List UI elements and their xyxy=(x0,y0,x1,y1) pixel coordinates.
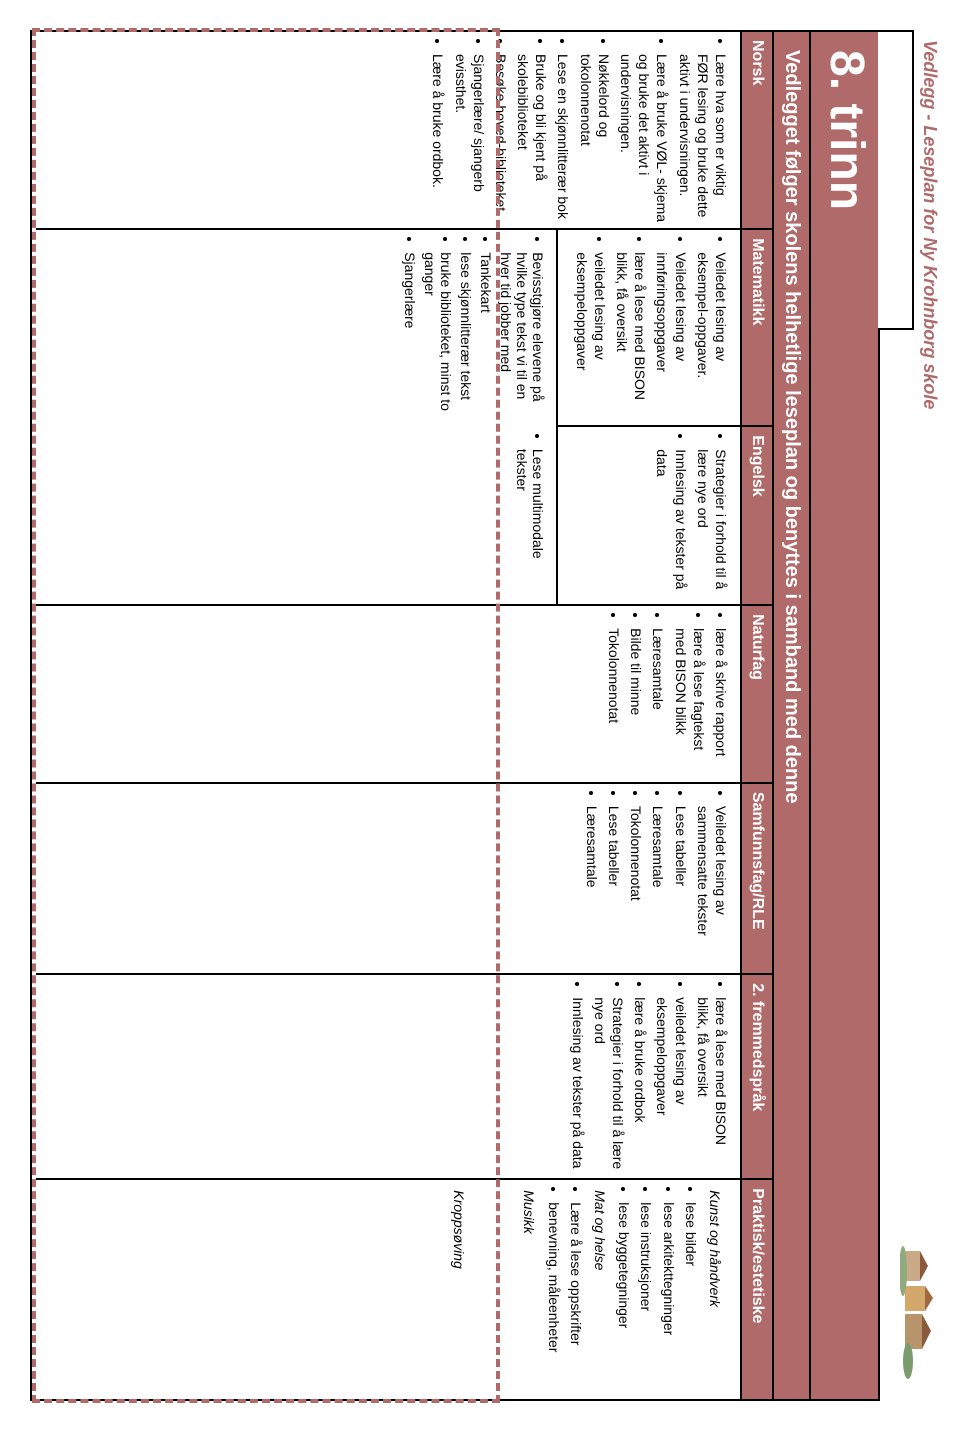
list-item: lese skjønnlitterær tekst xyxy=(459,252,475,421)
col-praktisk: Praktisk/estetiske Kunst og håndverk les… xyxy=(36,1180,772,1399)
list-item: Strategier i forhold til å lære nye ord xyxy=(591,997,627,1172)
section-heading: Musikk xyxy=(520,1190,538,1393)
list-item: Bevisstgjøre elevene på hvilke type teks… xyxy=(499,252,547,421)
list-item: Innlesing av tekster på data xyxy=(569,997,587,1172)
list-item: lære å lese fagtekst med BISON blikk xyxy=(671,628,707,776)
list-item: Tankekart xyxy=(479,252,495,421)
list-item: lese arkitekttegninger xyxy=(659,1202,677,1393)
list-item: Tokolonnenotat xyxy=(605,628,623,776)
subcol-matematikk: Matematikk Veiledet lesing av eksempel-o… xyxy=(559,230,773,427)
list-item: Lære å bruke ordbok. xyxy=(429,54,447,222)
list-item: lese instruksjoner xyxy=(637,1202,655,1393)
col-head-naturfag: Naturfag xyxy=(740,606,772,782)
page-title: 8. trinn xyxy=(811,32,878,228)
list-item: Sjangerlære/ sjangerb evissthet. xyxy=(451,54,487,222)
col-matte-engelsk-merged: Matematikk Veiledet lesing av eksempel-o… xyxy=(36,230,772,606)
list-item: benevning, måleenheter xyxy=(545,1202,563,1393)
list-item: Lære å bruke VØL- skjema og bruke det ak… xyxy=(617,54,672,222)
list-item: Veiledet lesing av eksempel-oppgaver. xyxy=(694,252,730,419)
col-samfunn: Samfunnsfag/RLE Veiledet lesing av samme… xyxy=(36,784,772,975)
matte-engelsk-shared-bottom: Bevisstgjøre elevene på hvilke type teks… xyxy=(36,230,557,604)
list-item: lese bilder xyxy=(682,1202,700,1393)
title-band: 8. trinn xyxy=(809,32,878,1399)
list-item: Læresamtale xyxy=(649,628,667,776)
col-head-praktisk: Praktisk/estetiske xyxy=(740,1180,772,1399)
list-item: veiledet lesing av eksempeloppgaver xyxy=(573,252,609,419)
samfunn-list: Veiledet lesing av sammensatte tekster L… xyxy=(583,790,730,967)
praktisk-mh-list: Lære å lese oppskrifter benevning, målee… xyxy=(545,1186,585,1393)
list-item: Bilde til minne xyxy=(627,628,645,776)
list-item: Læresamtale xyxy=(649,806,667,967)
list-item: Lære å lese oppskrifter xyxy=(567,1202,585,1393)
list-item: lære å skrive rapport xyxy=(712,628,730,776)
list-item: Besøke hoved-biblioteket. xyxy=(492,54,510,222)
engelsk-top-list: Strategier i forhold til å lære nye ord … xyxy=(653,433,730,598)
col-naturfag: Naturfag lære å skrive rapport lære å le… xyxy=(36,606,772,784)
list-item: Veiledet lesing av sammensatte tekster xyxy=(694,806,730,967)
naturfag-list: lære å skrive rapport lære å lese fagtek… xyxy=(605,612,730,776)
matematikk-top-list: Veiledet lesing av eksempel-oppgaver. Ve… xyxy=(573,236,731,419)
col-head-fremmed: 2. fremmedspråk xyxy=(740,975,772,1178)
list-item: Nøkkelord og tokolonnenotat xyxy=(577,54,613,222)
matematikk-bottom-list: Bevisstgjøre elevene på hvilke type teks… xyxy=(403,236,547,421)
list-item: lære å lese med BISON blikk, få oversikt xyxy=(613,252,649,419)
section-heading: Kroppsøving xyxy=(450,1190,468,1393)
list-item: veiledet lesing av eksempeloppgaver xyxy=(653,997,689,1172)
col-norsk: Norsk Lære hva som er viktig FØR lesing … xyxy=(36,32,772,230)
list-item: Strategier i forhold til å lære nye ord xyxy=(694,449,730,598)
list-item: Sjangerlære xyxy=(403,252,419,421)
subtitle: Vedlegget følger skolens helhetlige lese… xyxy=(772,32,809,1399)
engelsk-bottom-list: Lese multimodale tekster xyxy=(515,433,547,598)
list-item: Lære hva som er viktig FØR lesing og bru… xyxy=(675,54,730,222)
list-item: Læresamtale xyxy=(583,806,601,967)
list-item: lese byggetegninger xyxy=(615,1202,633,1393)
content-frame: 8. trinn Vedlegget følger skolens helhet… xyxy=(30,30,880,1401)
list-item: Innlesing av tekster på data xyxy=(653,449,689,598)
col-fremmedsprak: 2. fremmedspråk lære å lese med BISON bl… xyxy=(36,975,772,1180)
list-item: lære å bruke ordbok xyxy=(631,997,649,1172)
col-head-samfunn: Samfunnsfag/RLE xyxy=(740,784,772,973)
col-head-norsk: Norsk xyxy=(740,32,772,228)
subcol-engelsk: Engelsk Strategier i forhold til å lære … xyxy=(559,427,773,604)
list-item: Veiledet lesing av innføringsoppgaver xyxy=(653,252,689,419)
list-item: Lese multimodale tekster xyxy=(515,449,547,598)
col-head-engelsk: Engelsk xyxy=(740,427,772,604)
list-item: Lese tabeller xyxy=(605,806,623,967)
fremmed-list: lære å lese med BISON blikk, få oversikt… xyxy=(569,981,731,1172)
section-heading: Mat og helse xyxy=(591,1190,609,1393)
school-logo xyxy=(900,1241,950,1391)
section-heading: Kunst og håndverk xyxy=(706,1190,724,1393)
tab-box xyxy=(878,30,914,330)
list-item: Lese tabeller xyxy=(671,806,689,967)
norsk-list: Lære hva som er viktig FØR lesing og bru… xyxy=(429,38,730,222)
list-item: bruke biblioteket, minst to ganger xyxy=(423,252,455,421)
list-item: Lese en skjønnlitterær bok xyxy=(554,54,572,222)
praktisk-kh-list: lese bilder lese arkitekttegninger lese … xyxy=(615,1186,700,1393)
list-item: Bruke og bli kjent på skolebiblioteket xyxy=(514,54,550,222)
col-head-matematikk: Matematikk xyxy=(740,230,772,425)
curriculum-grid: Norsk Lære hva som er viktig FØR lesing … xyxy=(36,32,772,1399)
list-item: lære å lese med BISON blikk, få oversikt xyxy=(694,997,730,1172)
list-item: Tokolonnenotat xyxy=(627,806,645,967)
page-header: Vedlegg - Leseplan for Ny Krohnborg skol… xyxy=(919,40,940,409)
